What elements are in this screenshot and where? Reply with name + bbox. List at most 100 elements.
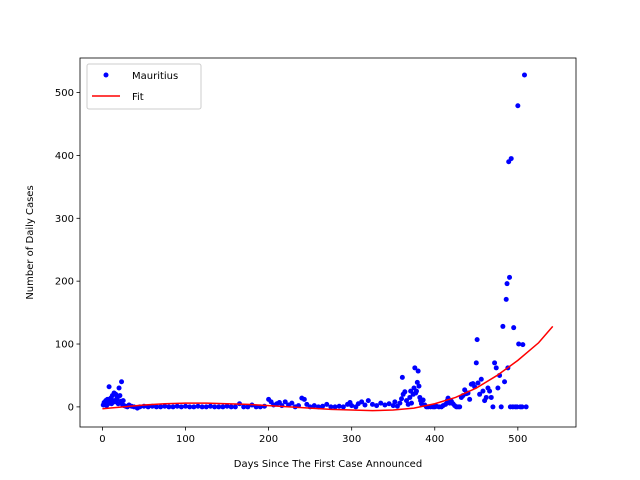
data-point [402, 389, 408, 395]
x-tick-label: 300 [342, 434, 361, 445]
data-point [207, 403, 213, 409]
data-point [106, 384, 112, 390]
data-point [414, 379, 420, 385]
legend: Mauritius Fit [86, 63, 202, 110]
data-point [443, 401, 449, 407]
x-tick-label: 500 [508, 434, 527, 445]
data-point [483, 394, 489, 400]
data-point [158, 404, 164, 410]
data-point [502, 379, 508, 385]
data-point [492, 360, 498, 366]
y-axis: 0 100 200 300 400 500 [55, 88, 80, 413]
data-point [416, 383, 422, 389]
data-point [324, 401, 330, 407]
data-point [516, 341, 522, 347]
plot-area [100, 72, 554, 412]
plot-frame [79, 57, 577, 428]
data-point [523, 404, 529, 410]
data-point [170, 404, 176, 410]
data-point [199, 404, 205, 410]
data-point [415, 368, 421, 374]
y-tick-label: 200 [55, 277, 74, 288]
data-point [407, 394, 413, 400]
data-point [365, 398, 371, 404]
legend-marker-mauritius [103, 72, 109, 78]
data-point [520, 342, 526, 348]
data-point [413, 388, 419, 394]
data-point [515, 103, 521, 109]
data-point [404, 398, 410, 404]
data-point [191, 404, 197, 410]
data-point [220, 404, 226, 410]
data-point [282, 399, 288, 405]
data-point [390, 403, 396, 409]
data-point [498, 404, 504, 410]
data-point [228, 404, 234, 410]
data-point [120, 398, 126, 404]
data-point [162, 403, 168, 409]
legend-label-fit: Fit [132, 92, 144, 103]
data-point [362, 402, 368, 408]
data-point [397, 400, 403, 406]
data-point [487, 388, 493, 394]
data-point [119, 379, 125, 385]
data-point [503, 296, 509, 302]
data-point [116, 385, 122, 391]
x-tick-label: 400 [425, 434, 444, 445]
data-point [408, 400, 414, 406]
data-point [359, 399, 365, 405]
data-point [374, 403, 380, 409]
data-point [245, 404, 251, 410]
data-point [166, 404, 172, 410]
data-point [382, 402, 388, 408]
y-tick-label: 300 [55, 214, 74, 225]
data-point [203, 404, 209, 410]
y-tick-label: 500 [55, 88, 74, 99]
x-tick-label: 100 [176, 434, 195, 445]
data-point [311, 403, 317, 409]
x-tick-label: 0 [99, 434, 105, 445]
data-point [232, 404, 238, 410]
legend-label-mauritius: Mauritius [132, 71, 178, 82]
data-point [183, 403, 189, 409]
data-point [145, 404, 151, 410]
x-axis-label: Days Since The First Case Announced [234, 459, 422, 470]
data-point [480, 388, 486, 394]
x-tick-label: 200 [259, 434, 278, 445]
data-point [241, 404, 247, 410]
legend-box [86, 63, 202, 110]
y-tick-label: 400 [55, 151, 74, 162]
data-point [474, 337, 480, 343]
data-point [328, 404, 334, 410]
data-point [462, 387, 468, 393]
data-point [511, 325, 517, 331]
data-point [495, 385, 501, 391]
data-point [399, 374, 405, 380]
data-point [508, 156, 514, 162]
data-point [412, 365, 418, 371]
data-point [216, 404, 222, 410]
data-point [349, 403, 355, 409]
data-point [332, 404, 338, 410]
data-point [117, 393, 123, 399]
data-point [301, 396, 307, 402]
data-point [261, 403, 267, 409]
data-point [477, 391, 483, 397]
fit-line [102, 325, 554, 412]
x-axis: 0 100 200 300 400 500 [99, 427, 527, 445]
data-point [519, 404, 525, 410]
data-point [174, 403, 180, 409]
data-point [336, 403, 342, 409]
data-point [475, 380, 481, 386]
data-point [457, 404, 463, 410]
data-point [504, 281, 510, 287]
y-tick-label: 0 [68, 402, 74, 413]
data-point [289, 400, 295, 406]
data-point [467, 396, 473, 402]
data-point [378, 400, 384, 406]
data-point [521, 72, 527, 78]
data-point [500, 323, 506, 329]
data-point [507, 274, 513, 280]
data-point [488, 394, 494, 400]
